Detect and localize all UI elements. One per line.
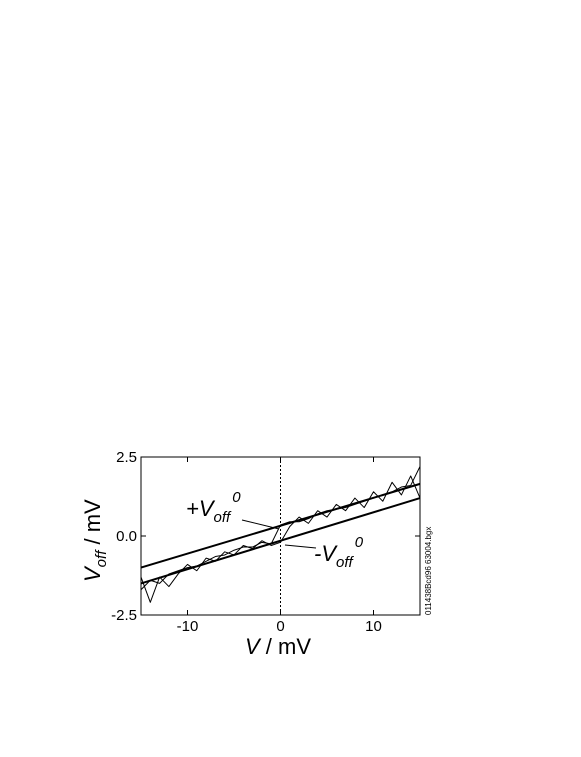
y-tick-label: -2.5 [111,607,137,624]
y-tick-label: 0.0 [116,528,137,545]
annotation-main: -V [314,541,338,566]
y-tick-label: 2.5 [116,449,137,466]
x-label-rest: / mV [260,634,312,659]
annotation-arrow [284,544,317,549]
x-label-main: V [245,634,262,659]
y-label-main: V [80,565,105,582]
series-line [140,482,421,569]
annotation-main: +V [186,496,216,521]
series-line [140,497,421,585]
annotation-sub: off [336,554,355,571]
x-tick-label: -10 [177,618,199,635]
x-axis-label: V / mV [245,634,311,659]
x-tick-label: 0 [276,618,284,635]
annotation-sup: 0 [232,489,241,506]
y-label-rest: / mV [80,499,105,551]
series-line [140,475,421,603]
annotation-sub: off [214,509,233,526]
x-tick-label: 10 [365,618,382,635]
annotation-sup: 0 [355,534,364,551]
annotation: +Voff 0 [186,489,241,526]
plot-frame [140,456,421,616]
y-axis-label: Voff / mV [80,499,110,582]
side-note: 011438Bcd96 63004.bgx [424,527,433,615]
annotation: -Voff0 [314,534,364,571]
y-label-sub: off [93,549,110,568]
